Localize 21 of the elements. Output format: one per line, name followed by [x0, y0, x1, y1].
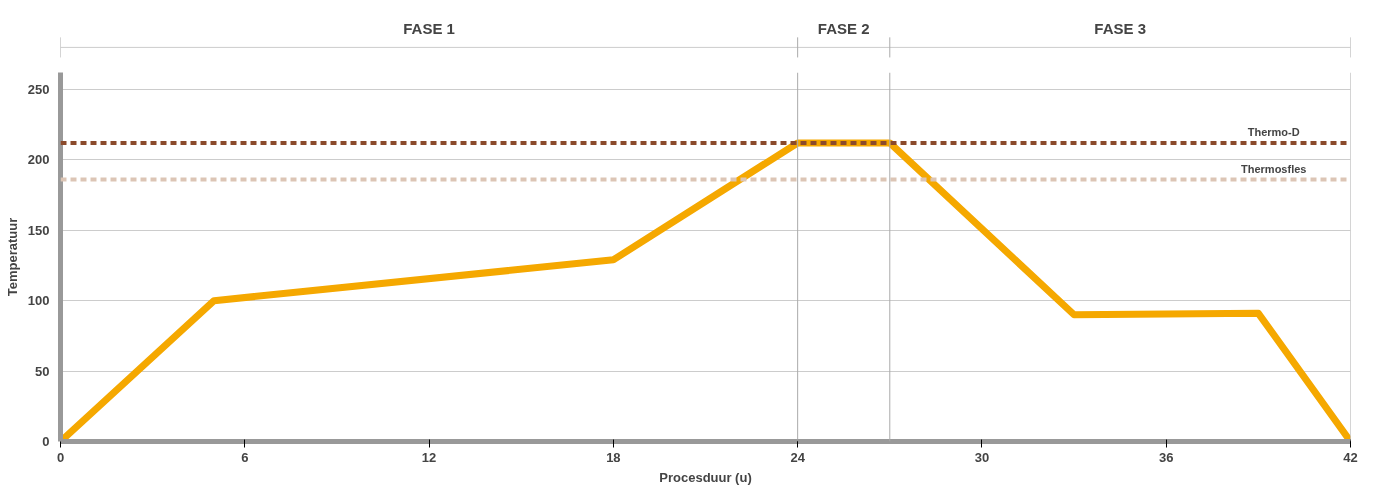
x-tick-label: 42: [1343, 449, 1358, 465]
x-tick-label: 6: [241, 449, 249, 465]
y-tick-label: 100: [27, 293, 50, 309]
x-axis-title: Procesduur (u): [659, 469, 752, 485]
y-tick-label: 0: [42, 434, 50, 449]
x-tick-label: 18: [606, 449, 621, 465]
x-tick-label: 36: [1158, 449, 1174, 465]
text: FASE 3: [1094, 20, 1146, 38]
y-tick-label: 50: [35, 363, 50, 379]
y-tick-label: 150: [27, 222, 50, 238]
y-tick-label: 250: [27, 81, 50, 97]
x-tick-label: 0: [56, 449, 65, 465]
x-tick-label: 12: [421, 449, 437, 465]
y-tick-label: 200: [27, 152, 50, 168]
text: FASE 2: [817, 20, 870, 38]
ref-line-label: Thermosfles: [1241, 162, 1307, 175]
x-tick-label: 24: [790, 449, 806, 465]
x-tick-label: 30: [974, 449, 990, 465]
text: FASE 1: [403, 20, 455, 38]
ref-line-label: Thermo-D: [1247, 125, 1300, 138]
y-axis-title: Temperatuur: [4, 217, 20, 297]
